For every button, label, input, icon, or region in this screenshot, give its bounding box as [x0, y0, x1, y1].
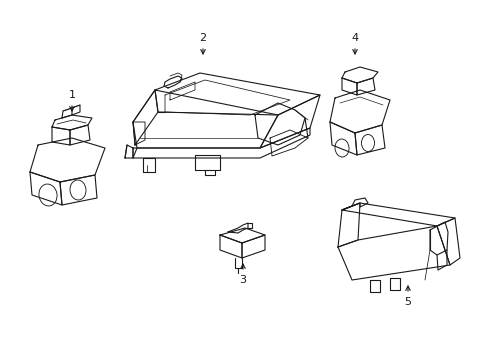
Text: 2: 2	[199, 33, 206, 43]
Text: 1: 1	[68, 90, 75, 100]
Text: 3: 3	[239, 275, 246, 285]
Text: 5: 5	[404, 297, 411, 307]
Text: 4: 4	[351, 33, 358, 43]
